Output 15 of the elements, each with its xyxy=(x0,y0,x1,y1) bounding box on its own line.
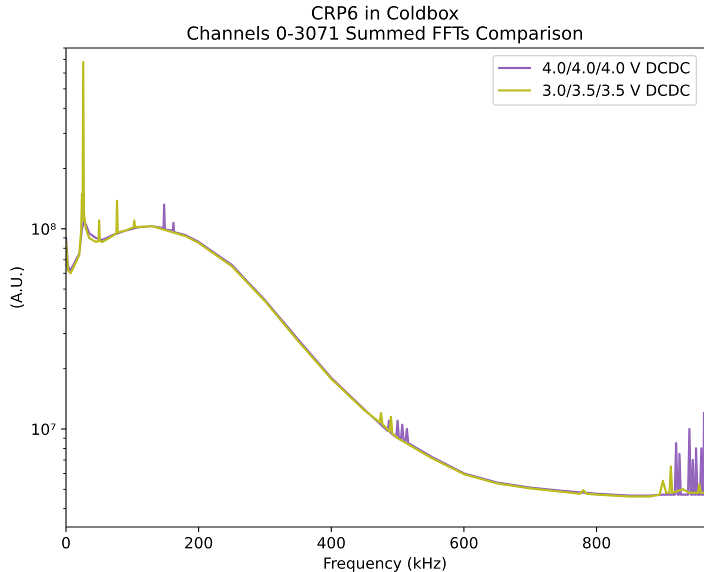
x-tick-label: 0 xyxy=(62,536,70,549)
x-tick-label: 200 xyxy=(185,536,212,549)
x-tick-label: 400 xyxy=(317,536,345,549)
chart-title: CRP6 in Coldbox xyxy=(312,6,459,20)
y-axis-title: (A.U.) xyxy=(10,267,24,308)
x-tick-label: 600 xyxy=(450,536,478,549)
chart-subtitle: Channels 0-3071 Summed FFTs Comparison xyxy=(187,26,582,44)
y-tick-label: 10⁷ xyxy=(32,423,56,436)
line-series xyxy=(66,204,704,497)
y-tick-label: 10⁸ xyxy=(32,223,56,235)
legend-label: 4.0/4.0/4.0 V DCDC xyxy=(542,62,690,75)
line-series xyxy=(66,61,704,498)
x-axis-title: Frequency (kHz) xyxy=(324,557,446,572)
x-tick-label: 800 xyxy=(583,536,610,549)
legend-label: 3.0/3.5/3.5 V DCDC xyxy=(543,84,690,98)
